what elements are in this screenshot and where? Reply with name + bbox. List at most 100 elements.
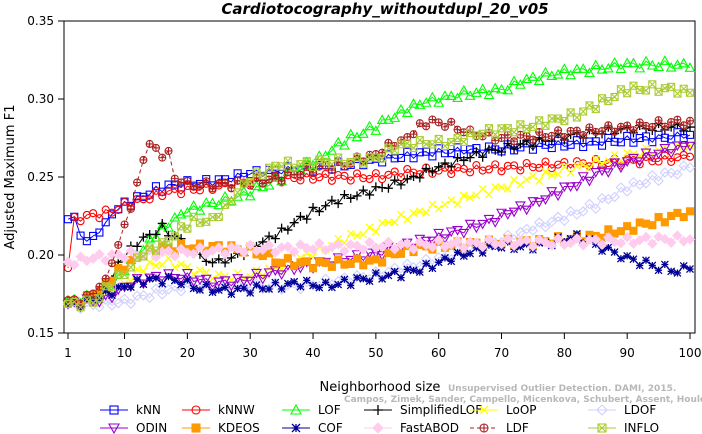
data-point-kdeos xyxy=(654,212,663,222)
data-point-knnw xyxy=(371,169,380,178)
data-point-knn xyxy=(466,145,475,154)
data-point-ldof xyxy=(175,286,187,297)
data-point-fastabod xyxy=(527,241,539,252)
data-point-simplifiedlof xyxy=(208,258,218,268)
data-point-fastabod xyxy=(87,253,99,264)
data-point-ldof xyxy=(119,293,130,305)
data-point-knn xyxy=(95,228,104,237)
data-point-ldf xyxy=(528,135,537,144)
data-point-kdeos xyxy=(629,226,638,235)
data-point-simplifiedlof xyxy=(314,207,324,217)
data-point-ldf xyxy=(89,289,98,298)
watermark-line-1: Unsupervised Outlier Detection. DAMI, 20… xyxy=(448,384,676,394)
data-point-lof xyxy=(414,99,426,109)
series-line-ldf xyxy=(67,118,691,305)
data-point-ldf xyxy=(114,240,123,249)
legend-marker-simplifiedlof xyxy=(373,405,383,415)
data-point-simplifiedlof xyxy=(289,218,299,228)
legend-label-knnw: kNNW xyxy=(218,403,255,417)
data-point-knnw xyxy=(403,164,412,174)
data-point-inflo xyxy=(340,159,349,168)
data-point-knnw xyxy=(384,170,393,179)
x-tick-label: 10 xyxy=(117,346,132,360)
legend-label-loop: LoOP xyxy=(506,403,537,417)
data-point-odin xyxy=(596,166,608,177)
data-point-inflo xyxy=(667,82,676,91)
data-point-inflo xyxy=(528,122,537,131)
data-point-cof xyxy=(623,251,632,260)
data-point-ldf xyxy=(195,181,204,190)
data-point-loop xyxy=(491,183,500,191)
data-point-odin xyxy=(364,248,376,259)
data-point-simplifiedlof xyxy=(383,183,393,193)
data-point-cof xyxy=(365,277,374,286)
data-point-ldf xyxy=(579,131,588,140)
data-point-cof xyxy=(239,284,248,293)
data-point-cof xyxy=(246,288,255,297)
data-point-ldof xyxy=(565,205,576,217)
data-point-cof xyxy=(309,281,317,290)
data-point-cof xyxy=(164,272,173,281)
data-point-knnw xyxy=(346,176,355,185)
data-point-odin xyxy=(219,276,231,286)
data-point-lof xyxy=(395,103,407,114)
data-point-cof xyxy=(277,284,286,293)
data-point-inflo xyxy=(648,80,657,89)
data-point-knn xyxy=(409,154,418,163)
legend-item-ldof: LDOF xyxy=(588,403,656,417)
data-point-loop xyxy=(378,218,387,227)
data-point-lof xyxy=(200,196,212,207)
data-point-loop xyxy=(598,159,606,168)
data-point-loop xyxy=(195,266,204,275)
data-point-odin xyxy=(508,207,520,218)
y-tick-label: 0.35 xyxy=(27,14,54,28)
legend-item-ldf: LDF xyxy=(470,421,529,434)
data-point-fastabod xyxy=(257,244,269,255)
data-point-loop xyxy=(503,184,512,193)
data-point-loop xyxy=(139,267,148,276)
data-point-loop xyxy=(334,234,343,243)
data-point-knnw xyxy=(89,209,98,218)
data-point-lof xyxy=(339,139,350,150)
data-point-inflo xyxy=(120,270,129,279)
data-point-cof xyxy=(265,285,274,293)
data-point-fastabod xyxy=(508,240,520,252)
data-point-cof xyxy=(428,264,437,273)
data-point-cof xyxy=(441,253,449,262)
data-point-cof xyxy=(409,266,418,275)
legend-item-odin: ODIN xyxy=(100,421,167,434)
data-point-ldof xyxy=(540,221,551,233)
data-point-loop xyxy=(441,200,449,209)
data-point-knnw xyxy=(503,161,512,170)
series-line-loop xyxy=(67,144,691,308)
data-point-odin xyxy=(244,276,256,287)
data-point-knn xyxy=(396,153,406,163)
data-point-simplifiedlof xyxy=(352,191,362,201)
data-point-fastabod xyxy=(615,237,627,249)
data-point-knn xyxy=(415,148,424,157)
data-point-cof xyxy=(648,261,657,270)
data-point-knn xyxy=(164,180,173,189)
data-point-kdeos xyxy=(277,258,286,267)
data-point-knnw xyxy=(560,157,569,167)
data-point-kdeos xyxy=(346,259,355,268)
data-point-loop xyxy=(409,208,418,217)
data-point-odin xyxy=(502,210,514,220)
data-point-cof xyxy=(466,249,475,258)
data-point-kdeos xyxy=(334,255,343,264)
data-point-cof xyxy=(202,280,211,289)
data-point-ldof xyxy=(647,170,658,181)
data-point-cof xyxy=(296,282,305,291)
data-point-knnw xyxy=(352,169,362,178)
data-point-inflo xyxy=(95,294,104,303)
data-point-knnw xyxy=(334,170,343,180)
data-point-fastabod xyxy=(464,236,476,248)
data-point-lof xyxy=(590,59,602,70)
data-point-lof xyxy=(163,222,174,232)
data-point-lof xyxy=(452,92,463,103)
data-point-odin xyxy=(257,274,269,285)
data-point-cof xyxy=(371,268,380,277)
data-point-ldf xyxy=(535,127,544,137)
legend-label-fastabod: FastABOD xyxy=(400,421,459,434)
data-point-lof xyxy=(646,59,658,70)
